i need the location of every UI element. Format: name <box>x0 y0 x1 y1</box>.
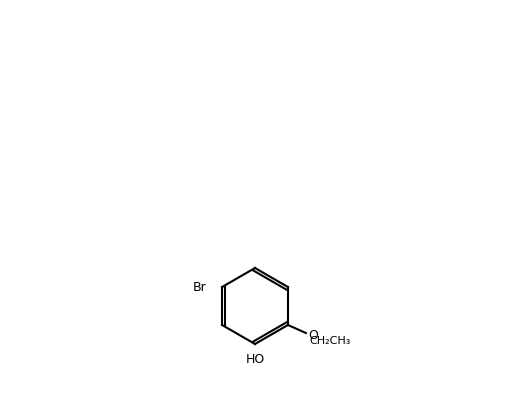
Text: CH₂CH₃: CH₂CH₃ <box>309 335 350 345</box>
Text: Br: Br <box>193 281 207 294</box>
Text: O: O <box>308 329 318 342</box>
Text: HO: HO <box>245 352 264 366</box>
